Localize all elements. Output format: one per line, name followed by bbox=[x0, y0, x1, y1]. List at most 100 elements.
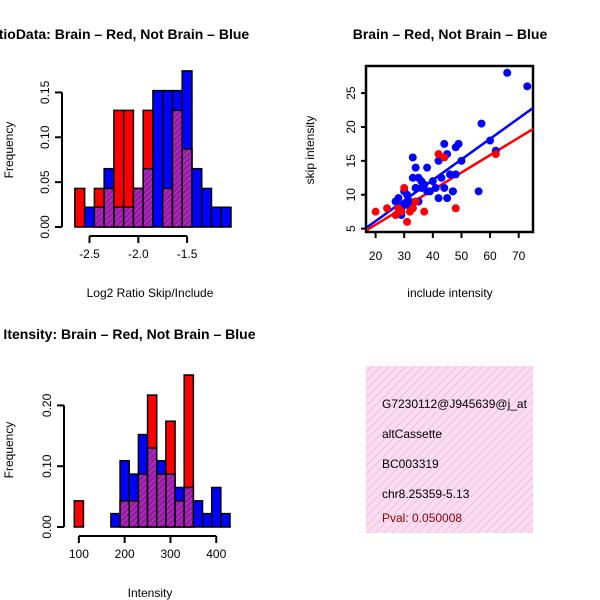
intensity-histogram-bars bbox=[73, 374, 231, 528]
intensity-hist-bar-13 bbox=[192, 500, 204, 528]
info-box-background bbox=[366, 366, 533, 533]
ratio-hist-bar-13 bbox=[200, 187, 213, 228]
scatter-point-red-4 bbox=[397, 207, 406, 216]
ratio-histogram-title: RatioData: Brain – Red, Not Brain – Blue bbox=[0, 26, 249, 42]
scatter-point-blue-32 bbox=[391, 197, 400, 206]
ratio-hist-overlap-bar-5 bbox=[122, 206, 135, 228]
scatter-point-blue-38 bbox=[434, 194, 443, 203]
scatter-point-red-8 bbox=[408, 204, 417, 213]
scatter-x-tick-label-1: 30 bbox=[398, 249, 412, 263]
scatter-y-tick-label-4: 25 bbox=[344, 86, 358, 100]
ratio-histogram-axes: -2.5 -2.0 -1.5 0.00 0.05 0.10 0.15 bbox=[38, 80, 198, 261]
scatter-y-tick-label-3: 20 bbox=[344, 120, 358, 134]
scatter-axes: 20 30 40 50 60 70 5 10 15 20 25 bbox=[344, 86, 526, 263]
ratio-hist-overlap-bar-11 bbox=[181, 148, 193, 228]
scatter-point-blue-25 bbox=[417, 183, 426, 192]
scatter-y-tick-label-1: 10 bbox=[344, 188, 358, 202]
ratio-hist-y-tick-label-0: 0.00 bbox=[38, 215, 52, 239]
scatter-point-blue-41 bbox=[417, 177, 426, 186]
scatter-x-tick-label-4: 60 bbox=[483, 249, 497, 263]
intensity-hist-y-tick-label-2: 0.20 bbox=[40, 393, 54, 417]
intensity-hist-overlap-bar-7 bbox=[137, 473, 149, 528]
scatter-point-blue-39 bbox=[443, 194, 452, 203]
scatter-point-blue-40 bbox=[448, 187, 457, 196]
scatter-point-red-10 bbox=[420, 207, 429, 216]
scatter-point-blue-20 bbox=[440, 183, 449, 192]
scatter-point-blue-0 bbox=[503, 68, 512, 77]
ratio-hist-overlap-bar-10 bbox=[171, 109, 183, 228]
scatter-xlabel: include intensity bbox=[407, 286, 492, 300]
intensity-hist-x-tick-label-1: 200 bbox=[115, 547, 135, 561]
scatter-point-blue-37 bbox=[425, 187, 434, 196]
intensity-histogram-title: Gene Itensity: Brain – Red, Not Brain – … bbox=[0, 326, 256, 342]
scatter-point-blue-8 bbox=[440, 139, 449, 148]
intensity-hist-overlap-bar-6 bbox=[128, 500, 140, 528]
scatter-point-blue-26 bbox=[408, 173, 417, 182]
intensity-histogram-ylabel: Frequency bbox=[2, 422, 16, 479]
info-probe-id: G7230112@J945639@j_at bbox=[382, 397, 528, 411]
ratio-hist-x-tick-label-0: -2.5 bbox=[79, 247, 100, 261]
info-box: G7230112@J945639@j_at altCassette BC0033… bbox=[366, 366, 533, 533]
scatter-point-red-9 bbox=[411, 197, 420, 206]
intensity-hist-bar-15 bbox=[210, 486, 222, 528]
info-location: chr8.25359-5.13 bbox=[382, 487, 470, 501]
intensity-hist-overlap-bar-12 bbox=[183, 486, 195, 528]
intensity-hist-overlap-bar-9 bbox=[155, 473, 167, 528]
ratio-histogram-panel: RatioData: Brain – Red, Not Brain – Blue… bbox=[0, 26, 249, 300]
scatter-point-blue-10 bbox=[423, 163, 432, 172]
intensity-hist-x-tick-label-3: 400 bbox=[206, 547, 226, 561]
scatter-ylabel: skip intensity bbox=[303, 116, 317, 185]
intensity-hist-bar-0 bbox=[73, 500, 85, 528]
scatter-fit-line-blue bbox=[366, 106, 534, 229]
intensity-hist-x-tick-label-2: 300 bbox=[160, 547, 180, 561]
scatter-x-tick-label-3: 50 bbox=[455, 249, 469, 263]
info-box-clip-mask bbox=[534, 366, 600, 536]
info-accession: BC003319 bbox=[382, 457, 439, 471]
intensity-hist-x-tick-label-0: 100 bbox=[69, 547, 89, 561]
scatter-point-red-12 bbox=[440, 153, 449, 162]
ratio-hist-x-tick-label-2: -1.5 bbox=[177, 247, 198, 261]
scatter-point-blue-18 bbox=[428, 177, 437, 186]
ratio-hist-overlap-bar-6 bbox=[132, 187, 144, 228]
scatter-point-red-5 bbox=[400, 183, 409, 192]
scatter-point-red-13 bbox=[451, 204, 460, 213]
scatter-point-red-0 bbox=[371, 207, 380, 216]
scatter-point-blue-2 bbox=[477, 119, 486, 128]
scatter-point-red-14 bbox=[491, 150, 500, 159]
intensity-hist-overlap-bar-11 bbox=[174, 500, 185, 528]
ratio-hist-bar-0 bbox=[74, 187, 86, 228]
scatter-x-tick-label-2: 40 bbox=[426, 249, 440, 263]
scatter-point-blue-3 bbox=[486, 136, 495, 145]
ratio-hist-overlap-bar-9 bbox=[161, 187, 174, 228]
intensity-hist-overlap-bar-5 bbox=[119, 500, 130, 528]
ratio-hist-bar-8 bbox=[152, 89, 164, 228]
intensity-hist-overlap-bar-8 bbox=[146, 447, 158, 528]
ratio-hist-x-tick-label-1: -2.0 bbox=[128, 247, 149, 261]
ratio-hist-overlap-bar-4 bbox=[113, 206, 125, 228]
scatter-panel: Brain – Red, Not Brain – Blue 20 30 40 50 60… bbox=[303, 26, 547, 300]
scatter-x-tick-label-0: 20 bbox=[369, 249, 383, 263]
scatter-point-blue-15 bbox=[457, 156, 466, 165]
scatter-x-tick-label-5: 70 bbox=[512, 249, 526, 263]
ratio-hist-overlap-bar-2 bbox=[93, 206, 105, 228]
ratio-hist-y-tick-label-3: 0.15 bbox=[38, 80, 52, 104]
ratio-histogram-xlabel: Log2 Ratio Skip/Include bbox=[87, 286, 214, 300]
ratio-histogram-ylabel: Frequency bbox=[2, 122, 16, 179]
ratio-hist-bar-12 bbox=[191, 167, 203, 228]
scatter-point-blue-17 bbox=[437, 173, 446, 182]
intensity-hist-overlap-bar-10 bbox=[165, 473, 176, 528]
scatter-point-blue-12 bbox=[411, 163, 420, 172]
scatter-point-blue-11 bbox=[408, 153, 417, 162]
ratio-hist-bar-14 bbox=[210, 206, 222, 228]
intensity-histogram-xlabel: Intensity bbox=[128, 586, 173, 600]
scatter-point-red-6 bbox=[403, 217, 412, 226]
intensity-histogram-axes: 100 200 300 400 0.00 0.10 0.20 bbox=[40, 393, 227, 561]
ratio-histogram-bars bbox=[74, 70, 232, 228]
info-pval: Pval: 0.050008 bbox=[382, 511, 462, 525]
ratio-hist-bar-1 bbox=[83, 206, 96, 228]
scatter-point-blue-1 bbox=[523, 82, 532, 91]
ratio-hist-y-tick-label-1: 0.05 bbox=[38, 170, 52, 194]
intensity-histogram-panel: Gene Itensity: Brain – Red, Not Brain – … bbox=[0, 326, 256, 600]
scatter-title: Brain – Red, Not Brain – Blue bbox=[353, 26, 548, 42]
